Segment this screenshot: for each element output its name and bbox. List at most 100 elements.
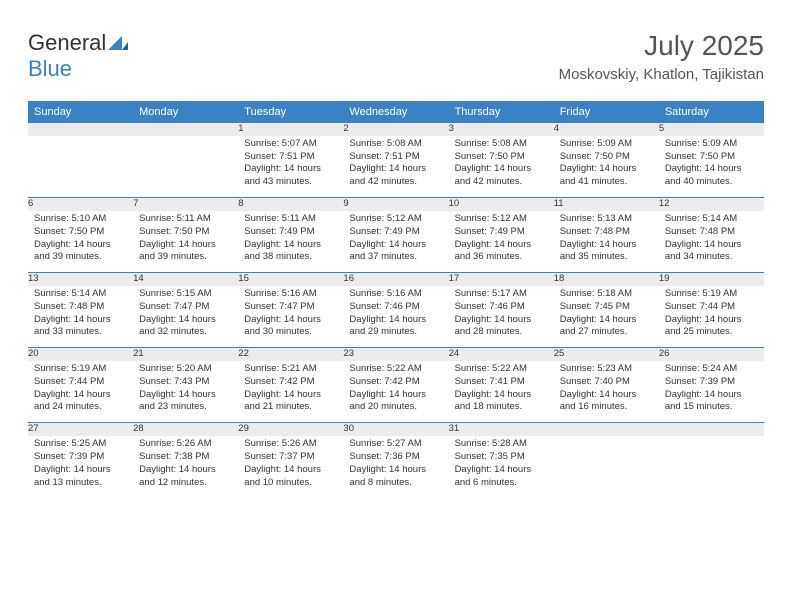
day-cell [659, 436, 764, 497]
day-cell: Sunrise: 5:21 AMSunset: 7:42 PMDaylight:… [238, 361, 343, 423]
day-number: 17 [449, 273, 554, 286]
day-header: Wednesday [343, 101, 448, 123]
day-cell: Sunrise: 5:14 AMSunset: 7:48 PMDaylight:… [28, 286, 133, 348]
calendar-grid: SundayMondayTuesdayWednesdayThursdayFrid… [28, 101, 764, 497]
logo: GeneralBlue [28, 30, 128, 82]
day-number: 4 [554, 123, 659, 136]
day-cell: Sunrise: 5:15 AMSunset: 7:47 PMDaylight:… [133, 286, 238, 348]
day-number: 2 [343, 123, 448, 136]
day-cell: Sunrise: 5:11 AMSunset: 7:49 PMDaylight:… [238, 211, 343, 273]
day-number: 15 [238, 273, 343, 286]
day-number: 27 [28, 423, 133, 436]
day-cell: Sunrise: 5:10 AMSunset: 7:50 PMDaylight:… [28, 211, 133, 273]
day-cell: Sunrise: 5:11 AMSunset: 7:50 PMDaylight:… [133, 211, 238, 273]
day-cell [554, 436, 659, 497]
day-number: 3 [449, 123, 554, 136]
day-number: 20 [28, 348, 133, 361]
day-number: 18 [554, 273, 659, 286]
day-cell: Sunrise: 5:08 AMSunset: 7:50 PMDaylight:… [449, 136, 554, 198]
daynum-row: 12345 [28, 123, 764, 136]
day-cell: Sunrise: 5:28 AMSunset: 7:35 PMDaylight:… [449, 436, 554, 497]
day-number: 12 [659, 198, 764, 211]
calendar-page: GeneralBlue July 2025 Moskovskiy, Khatlo… [0, 0, 792, 517]
day-number: 1 [238, 123, 343, 136]
day-number: 7 [133, 198, 238, 211]
day-cell: Sunrise: 5:18 AMSunset: 7:45 PMDaylight:… [554, 286, 659, 348]
day-cell: Sunrise: 5:16 AMSunset: 7:46 PMDaylight:… [343, 286, 448, 348]
calendar-body: 12345 Sunrise: 5:07 AMSunset: 7:51 PMDay… [28, 123, 764, 497]
day-number [28, 123, 133, 136]
daynum-row: 13141516171819 [28, 273, 764, 286]
day-cell: Sunrise: 5:27 AMSunset: 7:36 PMDaylight:… [343, 436, 448, 497]
day-cell [28, 136, 133, 198]
daybody-row: Sunrise: 5:14 AMSunset: 7:48 PMDaylight:… [28, 286, 764, 348]
day-header: Monday [133, 101, 238, 123]
day-cell: Sunrise: 5:14 AMSunset: 7:48 PMDaylight:… [659, 211, 764, 273]
day-number [554, 423, 659, 436]
day-cell: Sunrise: 5:26 AMSunset: 7:38 PMDaylight:… [133, 436, 238, 497]
day-number: 22 [238, 348, 343, 361]
logo-mark-icon [108, 30, 128, 56]
day-number: 13 [28, 273, 133, 286]
day-number: 16 [343, 273, 448, 286]
day-number: 24 [449, 348, 554, 361]
day-cell: Sunrise: 5:19 AMSunset: 7:44 PMDaylight:… [28, 361, 133, 423]
daybody-row: Sunrise: 5:10 AMSunset: 7:50 PMDaylight:… [28, 211, 764, 273]
day-number: 9 [343, 198, 448, 211]
day-cell: Sunrise: 5:26 AMSunset: 7:37 PMDaylight:… [238, 436, 343, 497]
day-header-row: SundayMondayTuesdayWednesdayThursdayFrid… [28, 101, 764, 123]
day-header: Friday [554, 101, 659, 123]
day-number: 8 [238, 198, 343, 211]
day-cell: Sunrise: 5:23 AMSunset: 7:40 PMDaylight:… [554, 361, 659, 423]
day-number: 6 [28, 198, 133, 211]
day-cell: Sunrise: 5:07 AMSunset: 7:51 PMDaylight:… [238, 136, 343, 198]
day-number: 23 [343, 348, 448, 361]
logo-word2: Blue [28, 56, 72, 81]
month-title: July 2025 [559, 30, 764, 62]
title-block: July 2025 Moskovskiy, Khatlon, Tajikista… [559, 30, 764, 83]
daynum-row: 20212223242526 [28, 348, 764, 361]
day-header: Saturday [659, 101, 764, 123]
day-header: Sunday [28, 101, 133, 123]
day-cell: Sunrise: 5:09 AMSunset: 7:50 PMDaylight:… [659, 136, 764, 198]
logo-text: GeneralBlue [28, 30, 128, 82]
day-number [133, 123, 238, 136]
day-number: 21 [133, 348, 238, 361]
day-number: 19 [659, 273, 764, 286]
page-header: GeneralBlue July 2025 Moskovskiy, Khatlo… [28, 30, 764, 83]
day-number [659, 423, 764, 436]
day-cell: Sunrise: 5:13 AMSunset: 7:48 PMDaylight:… [554, 211, 659, 273]
daybody-row: Sunrise: 5:25 AMSunset: 7:39 PMDaylight:… [28, 436, 764, 497]
day-header: Thursday [449, 101, 554, 123]
day-cell: Sunrise: 5:09 AMSunset: 7:50 PMDaylight:… [554, 136, 659, 198]
day-cell: Sunrise: 5:17 AMSunset: 7:46 PMDaylight:… [449, 286, 554, 348]
day-cell: Sunrise: 5:22 AMSunset: 7:42 PMDaylight:… [343, 361, 448, 423]
daybody-row: Sunrise: 5:19 AMSunset: 7:44 PMDaylight:… [28, 361, 764, 423]
day-cell: Sunrise: 5:12 AMSunset: 7:49 PMDaylight:… [449, 211, 554, 273]
day-cell: Sunrise: 5:16 AMSunset: 7:47 PMDaylight:… [238, 286, 343, 348]
day-number: 30 [343, 423, 448, 436]
daynum-row: 2728293031 [28, 423, 764, 436]
day-number: 14 [133, 273, 238, 286]
logo-word1: General [28, 30, 106, 55]
day-cell: Sunrise: 5:12 AMSunset: 7:49 PMDaylight:… [343, 211, 448, 273]
day-header: Tuesday [238, 101, 343, 123]
day-number: 26 [659, 348, 764, 361]
day-cell: Sunrise: 5:24 AMSunset: 7:39 PMDaylight:… [659, 361, 764, 423]
day-cell: Sunrise: 5:25 AMSunset: 7:39 PMDaylight:… [28, 436, 133, 497]
location-text: Moskovskiy, Khatlon, Tajikistan [559, 66, 764, 83]
day-number: 10 [449, 198, 554, 211]
daynum-row: 6789101112 [28, 198, 764, 211]
day-cell: Sunrise: 5:08 AMSunset: 7:51 PMDaylight:… [343, 136, 448, 198]
day-cell: Sunrise: 5:20 AMSunset: 7:43 PMDaylight:… [133, 361, 238, 423]
day-cell: Sunrise: 5:19 AMSunset: 7:44 PMDaylight:… [659, 286, 764, 348]
day-cell [133, 136, 238, 198]
day-cell: Sunrise: 5:22 AMSunset: 7:41 PMDaylight:… [449, 361, 554, 423]
day-number: 29 [238, 423, 343, 436]
day-number: 31 [449, 423, 554, 436]
day-number: 25 [554, 348, 659, 361]
daybody-row: Sunrise: 5:07 AMSunset: 7:51 PMDaylight:… [28, 136, 764, 198]
day-number: 28 [133, 423, 238, 436]
day-number: 11 [554, 198, 659, 211]
day-number: 5 [659, 123, 764, 136]
